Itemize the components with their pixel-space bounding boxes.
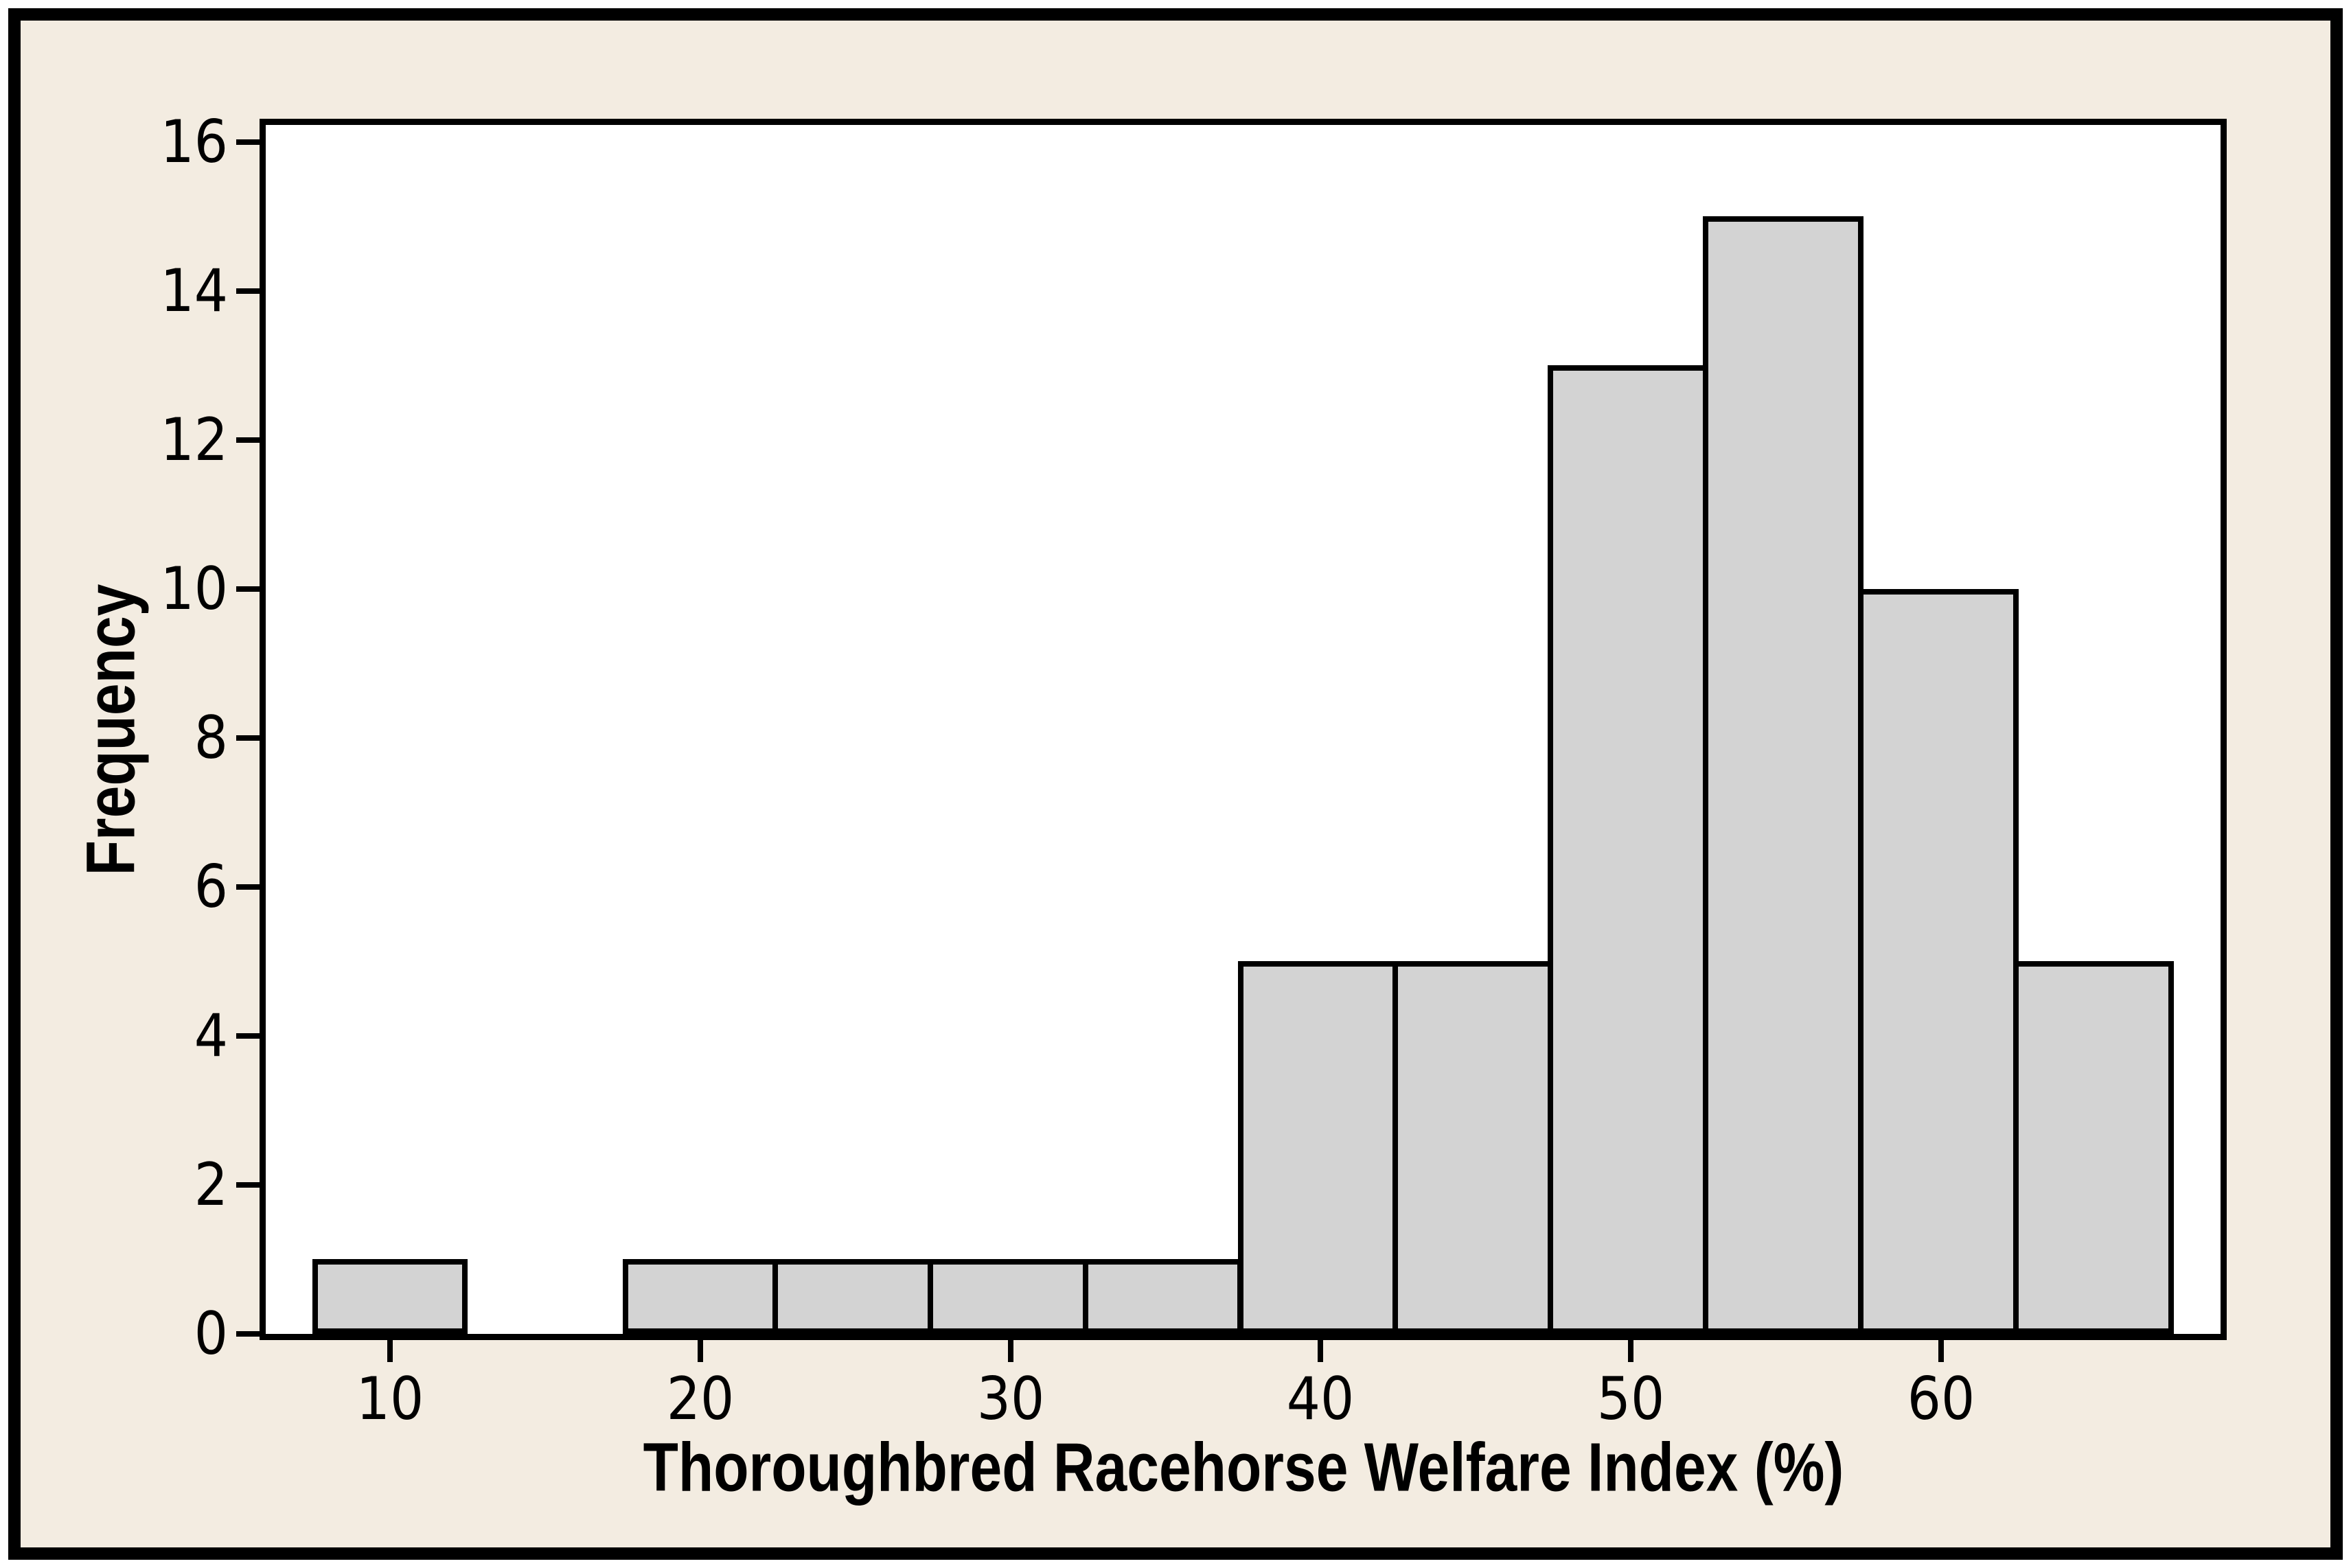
y-axis-tick-label: 10 xyxy=(160,554,228,623)
x-axis-tick-label: 50 xyxy=(1597,1365,1665,1433)
histogram-bar xyxy=(1548,365,1709,1334)
histogram-bar xyxy=(312,1259,468,1334)
histogram-bar xyxy=(1082,1259,1243,1334)
x-axis-tick xyxy=(1318,1340,1324,1362)
y-axis-tick-label: 14 xyxy=(160,256,228,325)
y-axis-tick xyxy=(236,884,260,890)
x-axis-title: Thoroughbred Racehorse Welfare Index (%) xyxy=(643,1429,1844,1506)
histogram-bar xyxy=(2013,961,2175,1334)
x-axis-tick xyxy=(1007,1340,1013,1362)
x-axis-tick-label: 10 xyxy=(356,1365,424,1433)
y-axis-tick xyxy=(236,586,260,592)
histogram-bar xyxy=(1858,588,2019,1334)
histogram-bar xyxy=(1237,961,1399,1334)
y-axis-tick-label: 8 xyxy=(194,703,228,772)
histogram-bar xyxy=(622,1259,778,1334)
x-axis-tick-label: 20 xyxy=(666,1365,734,1433)
y-axis-tick xyxy=(236,1033,260,1039)
histogram-bar xyxy=(1703,216,1864,1334)
y-axis-tick-label: 16 xyxy=(160,107,228,176)
x-axis-tick-label: 30 xyxy=(976,1365,1044,1433)
histogram-bar xyxy=(927,1259,1088,1334)
x-axis-tick xyxy=(1628,1340,1634,1362)
y-axis-tick xyxy=(236,139,260,145)
x-axis-tick xyxy=(1938,1340,1945,1362)
x-axis-tick xyxy=(697,1340,703,1362)
x-axis-tick xyxy=(387,1340,393,1362)
y-axis-tick xyxy=(236,288,260,294)
y-axis-tick-label: 4 xyxy=(194,1001,228,1070)
histogram-bar xyxy=(772,1259,933,1334)
y-axis-title: Frequency xyxy=(72,584,150,875)
y-axis-tick-label: 0 xyxy=(194,1300,228,1368)
y-axis-tick-label: 2 xyxy=(194,1150,228,1219)
y-axis-tick xyxy=(236,1181,260,1188)
y-axis-tick-label: 6 xyxy=(194,852,228,921)
x-axis-tick-label: 60 xyxy=(1907,1365,1975,1433)
y-axis-tick xyxy=(236,735,260,741)
y-axis-tick-label: 12 xyxy=(160,405,228,474)
y-axis-tick xyxy=(236,437,260,443)
y-axis-tick xyxy=(236,1331,260,1337)
histogram-bar xyxy=(1392,961,1554,1334)
x-axis-tick-label: 40 xyxy=(1287,1365,1355,1433)
